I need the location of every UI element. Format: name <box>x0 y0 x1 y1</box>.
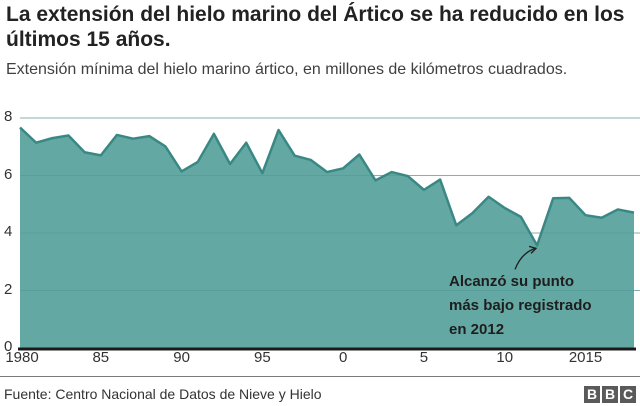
annotation-line-2: más bajo registrado <box>449 297 592 314</box>
data-line <box>19 126 635 247</box>
area-fill <box>20 127 634 348</box>
x-tick-label: 10 <box>496 349 514 366</box>
y-tick-label: 2 <box>4 280 13 298</box>
x-tick-label: 0 <box>338 349 348 366</box>
x-tick-label: 90 <box>173 349 190 366</box>
x-tick-label: 5 <box>419 349 429 366</box>
chart-title: La extensión del hielo marino del Ártico… <box>6 3 625 51</box>
annotation-line-1: Alcanzó su punto <box>449 273 574 290</box>
y-tick-label: 4 <box>4 223 13 240</box>
y-tick-label: 0 <box>4 338 13 355</box>
annotation-line-3: en 2012 <box>449 321 505 338</box>
y-tick-label: 6 <box>4 165 13 183</box>
footer-divider <box>0 376 640 377</box>
x-tick-label: 85 <box>92 349 110 366</box>
source-note: Fuente: Centro Nacional de Datos de Niev… <box>4 386 322 402</box>
low-point-annotation: Alcanzó su punto más bajo registrado en … <box>449 270 592 342</box>
chart-subtitle: Extensión mínima del hielo marino ártico… <box>6 61 568 78</box>
bbc-logo-letter: C <box>620 386 636 403</box>
area-chart: 0 2 4 6 8 1980 85 90 95 0 5 10 2015 <box>4 108 640 366</box>
y-tick-label: 8 <box>4 108 13 125</box>
bbc-logo-letter: B <box>584 386 600 403</box>
bbc-logo-letter: B <box>602 386 618 403</box>
x-tick-label: 2015 <box>568 349 603 366</box>
arrow-icon <box>514 247 536 270</box>
bbc-logo: B B C <box>584 386 636 403</box>
arrowhead-icon <box>528 245 538 254</box>
chart-canvas <box>18 117 640 351</box>
x-tick-label: 95 <box>254 349 271 366</box>
x-tick-label: 1980 <box>5 349 39 366</box>
